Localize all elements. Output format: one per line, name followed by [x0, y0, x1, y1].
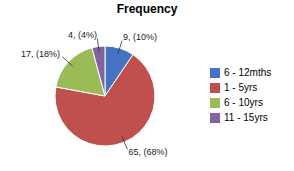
- pie-slice: [92, 46, 105, 96]
- leader-line: [97, 39, 99, 53]
- legend-label: 6 - 10yrs: [224, 97, 263, 108]
- legend-label: 1 - 5yrs: [224, 82, 257, 93]
- leader-line: [122, 137, 127, 150]
- leader-line: [62, 57, 72, 66]
- leader-line: [118, 41, 122, 54]
- chart-container: Frequency 9, (10%) 65, (68%) 17, (18%) 4, (4…: [0, 0, 294, 171]
- chart-title: Frequency: [117, 2, 178, 16]
- legend-label: 6 - 12mths: [224, 67, 271, 78]
- legend-swatch: [210, 83, 220, 93]
- data-labels: 9, (10%) 65, (68%) 17, (18%) 4, (4%): [21, 30, 168, 157]
- data-label: 9, (10%): [123, 32, 157, 42]
- legend-swatch: [210, 98, 220, 108]
- data-label: 4, (4%): [68, 30, 97, 40]
- legend-swatch: [210, 68, 220, 78]
- legend-label: 11 - 15yrs: [224, 112, 268, 123]
- pie-group: [55, 46, 155, 146]
- legend-swatch: [210, 113, 220, 123]
- chart-svg: Frequency 9, (10%) 65, (68%) 17, (18%) 4, (4…: [0, 0, 294, 171]
- data-label: 65, (68%): [129, 147, 168, 157]
- data-label: 17, (18%): [21, 49, 60, 59]
- legend: 6 - 12mths 1 - 5yrs 6 - 10yrs 11 - 15yrs: [210, 67, 271, 123]
